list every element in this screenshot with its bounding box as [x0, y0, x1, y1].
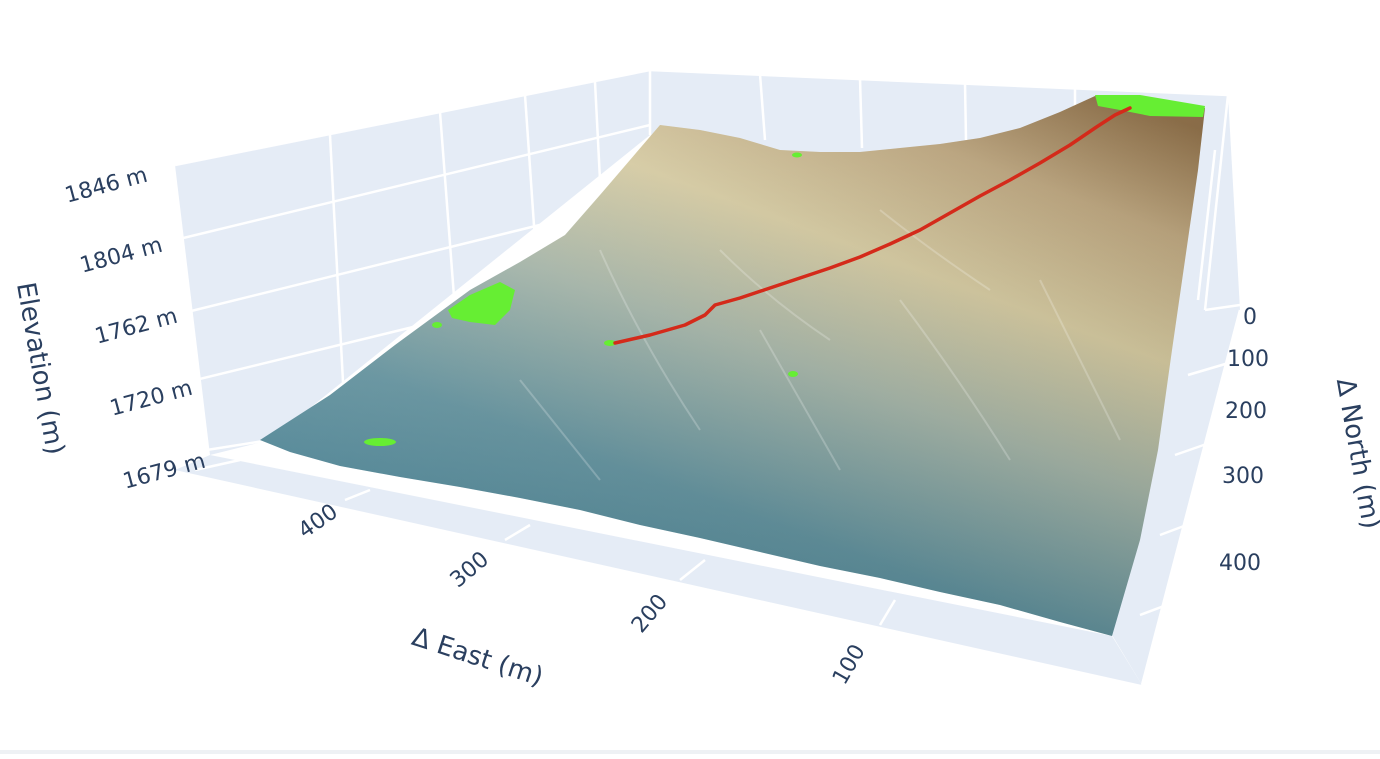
z-tick-label: 1846 m	[62, 163, 150, 209]
y-tick-label: 100	[1227, 347, 1269, 372]
back-wall-left	[175, 70, 650, 455]
patch-track-start	[604, 340, 616, 346]
y-tick-label: 200	[1225, 399, 1267, 424]
x-axis-title: Δ East (m)	[408, 622, 547, 693]
z-axis-title: Elevation (m)	[10, 280, 70, 457]
x-tick-label: 400	[294, 499, 343, 544]
patch-lower-left	[364, 438, 396, 446]
x-tick-label: 300	[446, 547, 494, 593]
y-axis-ticks: 0 100 200 300 400	[1219, 305, 1269, 576]
terrain-shading	[260, 96, 1205, 636]
y-axis-title: Δ North (m)	[1330, 376, 1380, 532]
z-tick-label: 1804 m	[77, 233, 165, 279]
y-tick-label: 300	[1222, 464, 1264, 489]
patch-mid	[788, 371, 798, 377]
highlight-patches	[364, 95, 1205, 446]
patch-left-slope	[448, 282, 515, 325]
grid-lines	[174, 68, 1242, 686]
track-line[interactable]	[613, 106, 1132, 345]
z-tick-label: 1720 m	[107, 376, 195, 422]
patch-small-left	[432, 322, 442, 328]
right-wall	[1112, 95, 1240, 685]
patch-top	[792, 152, 802, 158]
x-tick-label: 200	[627, 590, 673, 638]
z-tick-label: 1679 m	[120, 449, 208, 495]
bottom-rule	[0, 750, 1380, 754]
floor	[175, 455, 1142, 685]
x-tick-label: 100	[828, 640, 871, 689]
terrain-ridges	[519, 209, 1121, 481]
y-tick-label: 400	[1219, 551, 1261, 576]
patch-summit	[1095, 95, 1205, 117]
y-tick-label: 0	[1243, 305, 1257, 330]
z-tick-label: 1762 m	[92, 304, 180, 350]
